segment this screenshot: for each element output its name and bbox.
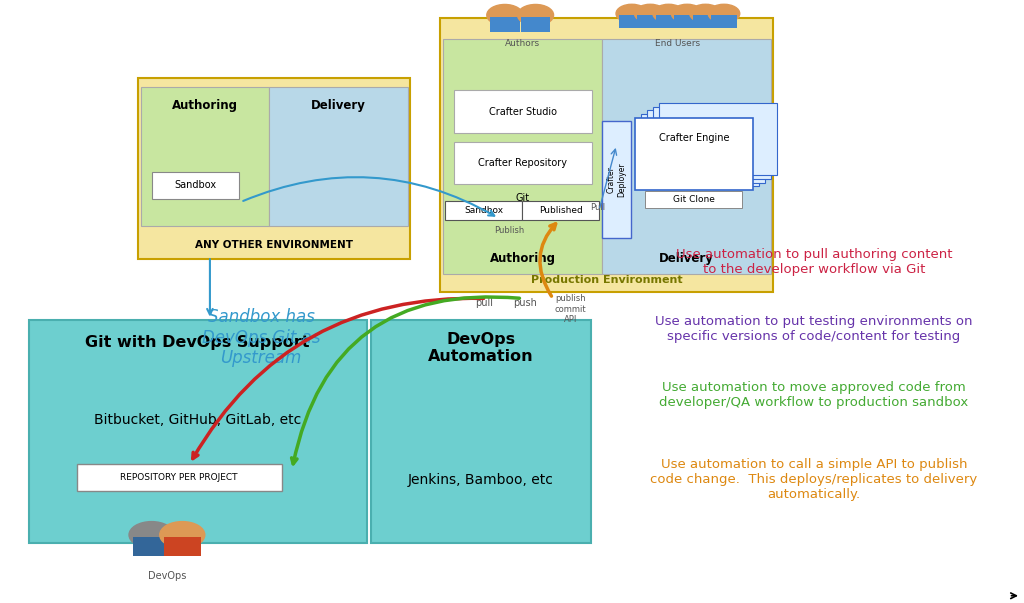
FancyBboxPatch shape — [602, 39, 771, 274]
Text: Authors: Authors — [505, 39, 540, 48]
Text: Delivery: Delivery — [659, 252, 714, 265]
FancyBboxPatch shape — [659, 103, 777, 175]
FancyBboxPatch shape — [641, 114, 759, 186]
FancyBboxPatch shape — [674, 15, 700, 28]
Text: End Users: End Users — [655, 39, 700, 48]
Text: Sandbox has
DevOps Git as
Upstream: Sandbox has DevOps Git as Upstream — [202, 308, 321, 367]
FancyBboxPatch shape — [653, 107, 771, 179]
FancyBboxPatch shape — [521, 16, 550, 32]
Text: Jenkins, Bamboo, etc: Jenkins, Bamboo, etc — [408, 473, 554, 487]
FancyBboxPatch shape — [647, 110, 765, 183]
Text: Authoring: Authoring — [172, 99, 239, 113]
Text: Use automation to put testing environments on
specific versions of code/content : Use automation to put testing environmen… — [655, 315, 973, 343]
Text: Crafter Engine: Crafter Engine — [658, 133, 729, 143]
Circle shape — [672, 4, 702, 23]
FancyBboxPatch shape — [637, 15, 664, 28]
FancyBboxPatch shape — [138, 78, 410, 259]
Text: Pull: Pull — [590, 203, 605, 212]
Circle shape — [129, 522, 174, 548]
FancyBboxPatch shape — [164, 537, 201, 556]
Circle shape — [690, 4, 721, 23]
FancyBboxPatch shape — [655, 15, 682, 28]
Text: Publish: Publish — [494, 226, 524, 235]
FancyBboxPatch shape — [445, 201, 522, 220]
Text: DevOps
Automation: DevOps Automation — [428, 332, 534, 364]
Text: REPOSITORY PER PROJECT: REPOSITORY PER PROJECT — [121, 473, 238, 482]
FancyBboxPatch shape — [440, 18, 773, 292]
Text: Crafter Repository: Crafter Repository — [478, 158, 567, 168]
Text: Crafter
Deployer: Crafter Deployer — [607, 162, 626, 197]
Text: Authoring: Authoring — [489, 252, 556, 265]
Text: pull: pull — [475, 298, 494, 309]
FancyBboxPatch shape — [618, 15, 645, 28]
Text: Use automation to call a simple API to publish
code change.  This deploys/replic: Use automation to call a simple API to p… — [650, 458, 978, 501]
Text: Sandbox: Sandbox — [464, 206, 504, 215]
FancyBboxPatch shape — [490, 16, 519, 32]
FancyBboxPatch shape — [77, 464, 282, 491]
Text: Bitbucket, GitHub, GitLab, etc: Bitbucket, GitHub, GitLab, etc — [94, 413, 301, 427]
Text: Sandbox: Sandbox — [174, 180, 216, 191]
FancyBboxPatch shape — [645, 191, 742, 208]
Text: Delivery: Delivery — [311, 99, 366, 113]
Text: ANY OTHER ENVIRONMENT: ANY OTHER ENVIRONMENT — [195, 240, 353, 250]
Text: DevOps: DevOps — [147, 571, 186, 581]
Text: publish
commit
API: publish commit API — [555, 294, 586, 324]
Text: Git Clone: Git Clone — [673, 195, 715, 204]
Text: push: push — [513, 298, 538, 309]
FancyBboxPatch shape — [454, 142, 592, 184]
Circle shape — [616, 4, 647, 23]
Circle shape — [517, 4, 554, 26]
FancyBboxPatch shape — [602, 121, 631, 238]
FancyBboxPatch shape — [443, 39, 602, 274]
FancyBboxPatch shape — [692, 15, 719, 28]
FancyBboxPatch shape — [635, 118, 753, 190]
Text: Published: Published — [539, 206, 583, 215]
Circle shape — [486, 4, 523, 26]
FancyBboxPatch shape — [133, 537, 170, 556]
Circle shape — [653, 4, 684, 23]
FancyBboxPatch shape — [29, 320, 367, 543]
Circle shape — [709, 4, 739, 23]
FancyBboxPatch shape — [371, 320, 591, 543]
FancyBboxPatch shape — [269, 87, 408, 226]
FancyBboxPatch shape — [152, 172, 239, 199]
Text: Use automation to pull authoring content
to the developer workflow via Git: Use automation to pull authoring content… — [676, 248, 952, 276]
Text: Git: Git — [515, 193, 529, 203]
FancyBboxPatch shape — [141, 87, 269, 226]
Text: Production Environment: Production Environment — [530, 275, 683, 285]
FancyBboxPatch shape — [522, 201, 599, 220]
Circle shape — [635, 4, 666, 23]
Text: Crafter Studio: Crafter Studio — [488, 107, 557, 116]
Circle shape — [160, 522, 205, 548]
FancyBboxPatch shape — [454, 90, 592, 133]
Text: Use automation to move approved code from
developer/QA workflow to production sa: Use automation to move approved code fro… — [659, 381, 969, 409]
Text: Git with DevOps Support: Git with DevOps Support — [85, 335, 310, 350]
FancyBboxPatch shape — [711, 15, 737, 28]
